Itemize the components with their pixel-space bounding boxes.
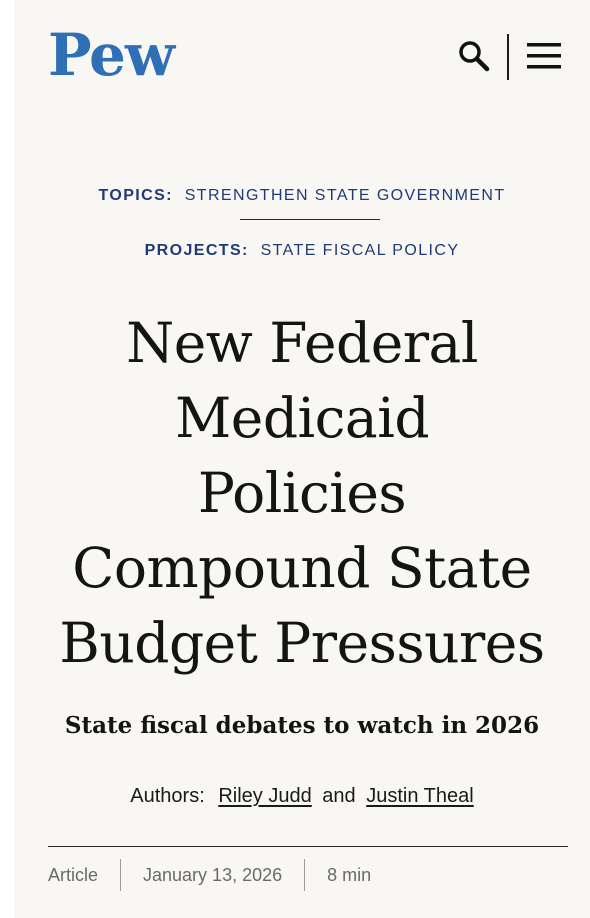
pew-logo[interactable]: Pew (48, 21, 175, 89)
topics-label: TOPICS: (98, 187, 173, 204)
title-line: Medicaid (174, 386, 430, 450)
article-subtitle: State fiscal debates to watch in 2026 (64, 712, 540, 739)
meta-divider (48, 846, 568, 847)
author-link-justin-theal[interactable]: Justin Theal (366, 785, 474, 807)
menu-button[interactable] (522, 38, 566, 78)
author-link-riley-judd[interactable]: Riley Judd (218, 785, 312, 807)
article-title: New Federal Medicaid Policies Compound S… (14, 306, 590, 681)
meta-separator (120, 859, 122, 891)
authors-joiner: and (322, 785, 356, 807)
authors-line: Authors: Riley Judd and Justin Theal (14, 785, 590, 808)
read-time: 8 min (327, 864, 372, 885)
site-header: Pew (14, 0, 590, 120)
title-line: New Federal (126, 311, 478, 375)
meta-separator (304, 859, 306, 891)
authors-label: Authors: (130, 785, 205, 807)
topics-divider (240, 219, 380, 220)
article-type: Article (48, 864, 99, 885)
project-link[interactable]: STATE FISCAL POLICY (260, 242, 460, 259)
topic-link[interactable]: STRENGTHEN STATE GOVERNMENT (184, 187, 506, 204)
article-date: January 13, 2026 (143, 864, 283, 885)
projects-line: PROJECTS: STATE FISCAL POLICY (14, 242, 590, 260)
title-line: Policies (197, 461, 407, 525)
article-meta-row: Article January 13, 2026 8 min (48, 858, 371, 892)
page: Pew TOPICS: STRENGTHEN STATE GOVERNMEN (14, 0, 590, 918)
hamburger-menu-icon (526, 42, 562, 75)
topics-line: TOPICS: STRENGTHEN STATE GOVERNMENT (14, 187, 590, 205)
header-divider (507, 34, 509, 80)
projects-label: PROJECTS: (144, 242, 249, 259)
search-icon (457, 39, 491, 78)
title-line: Compound State (72, 536, 532, 600)
title-line: Budget Pressures (59, 611, 545, 675)
search-button[interactable] (454, 38, 494, 78)
